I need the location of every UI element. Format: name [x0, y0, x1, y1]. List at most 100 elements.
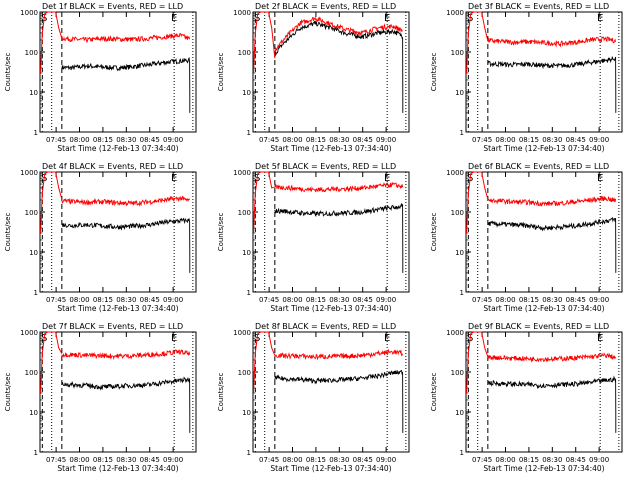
events-series-line [487, 375, 617, 433]
x-axis-label: Start Time (12-Feb-13 07:34:40) [270, 464, 391, 473]
lld-series-line [61, 33, 191, 44]
detector-panel-7: Det 7f BLACK = Events, RED = LLD 1 10 100 10… [4, 322, 197, 473]
y-tick-label: 1000 [20, 169, 38, 177]
y-axis-label: Counts/sec [4, 53, 12, 92]
end-marker-label: E [171, 13, 177, 24]
x-tick-label: 09:00 [163, 296, 183, 304]
plot-frame [252, 171, 410, 293]
x-tick-label: 08:45 [566, 296, 586, 304]
lld-series-line [487, 35, 617, 48]
detector-panel-2: Det 2f BLACK = Events, RED = LLD 1 10 100 10… [217, 2, 410, 153]
y-tick-label: 1 [460, 129, 464, 137]
lld-spike-line [252, 331, 276, 393]
plot-frame [39, 171, 197, 293]
y-tick-label: 1000 [446, 169, 464, 177]
x-tick-label: 07:45 [259, 136, 279, 144]
detector-panel-1: Det 1f BLACK = Events, RED = LLD 1 10 100 10… [4, 2, 197, 153]
x-tick-label: 08:00 [282, 136, 302, 144]
x-tick-label: 08:45 [140, 136, 160, 144]
x-axis-label: Start Time (12-Feb-13 07:34:40) [270, 144, 391, 153]
x-tick-label: 08:15 [519, 456, 539, 464]
x-tick-label: 09:00 [163, 136, 183, 144]
x-tick-label: 08:00 [69, 136, 89, 144]
x-tick-label: 09:00 [589, 136, 609, 144]
x-tick-label: 08:15 [306, 456, 326, 464]
y-tick-label: 10 [29, 89, 38, 97]
x-axis-label: Start Time (12-Feb-13 07:34:40) [57, 144, 178, 153]
y-tick-label: 10 [29, 249, 38, 257]
y-tick-label: 1000 [20, 329, 38, 337]
x-tick-label: 07:45 [46, 136, 66, 144]
x-tick-label: 08:00 [495, 296, 515, 304]
x-tick-label: 07:45 [472, 296, 492, 304]
y-tick-label: 1 [34, 449, 38, 457]
lld-series-line [487, 195, 617, 207]
y-tick-label: 1 [460, 289, 464, 297]
y-tick-label: 10 [455, 409, 464, 417]
y-tick-label: 100 [238, 209, 251, 217]
plot-frame [39, 331, 197, 453]
y-tick-label: 10 [242, 409, 251, 417]
detector-panel-5: Det 5f BLACK = Events, RED = LLD 1 10 100 10… [217, 162, 410, 313]
panel-title: Det 4f BLACK = Events, RED = LLD [42, 162, 183, 171]
panel-title: Det 1f BLACK = Events, RED = LLD [42, 2, 183, 11]
x-tick-label: 08:30 [542, 136, 562, 144]
x-tick-label: 09:00 [376, 296, 396, 304]
plot-frame [252, 11, 410, 133]
detector-panel-3: Det 3f BLACK = Events, RED = LLD 1 10 100 10… [430, 2, 623, 153]
x-axis-label: Start Time (12-Feb-13 07:34:40) [57, 464, 178, 473]
x-tick-label: 08:45 [566, 136, 586, 144]
y-tick-label: 100 [451, 49, 464, 57]
lld-spike-line [252, 11, 276, 73]
detector-panel-4: Det 4f BLACK = Events, RED = LLD 1 10 100 10… [4, 162, 197, 313]
events-series-line [274, 369, 404, 433]
y-tick-label: 1 [247, 449, 251, 457]
y-axis-label: Counts/sec [430, 373, 438, 412]
lld-series-line [274, 16, 403, 53]
y-tick-label: 100 [25, 49, 38, 57]
x-tick-label: 07:45 [46, 456, 66, 464]
x-tick-label: 08:45 [353, 136, 373, 144]
x-tick-label: 08:00 [69, 456, 89, 464]
x-tick-label: 08:00 [282, 456, 302, 464]
lld-series-line [61, 195, 190, 207]
x-tick-label: 08:30 [329, 456, 349, 464]
y-tick-label: 100 [451, 369, 464, 377]
x-tick-label: 09:00 [589, 456, 609, 464]
panel-title: Det 7f BLACK = Events, RED = LLD [42, 322, 183, 331]
y-tick-label: 1000 [233, 9, 251, 17]
x-axis-label: Start Time (12-Feb-13 07:34:40) [483, 144, 604, 153]
end-marker-label: E [384, 173, 390, 184]
x-tick-label: 08:30 [116, 296, 136, 304]
y-tick-label: 1000 [20, 9, 38, 17]
panel-title: Det 3f BLACK = Events, RED = LLD [468, 2, 609, 11]
x-tick-label: 08:15 [306, 136, 326, 144]
detector-panel-6: Det 6f BLACK = Events, RED = LLD 1 10 100 10… [430, 162, 623, 313]
x-tick-label: 09:00 [163, 456, 183, 464]
y-axis-label: Counts/sec [217, 213, 225, 252]
end-marker-label: E [171, 173, 177, 184]
x-axis-label: Start Time (12-Feb-13 07:34:40) [57, 304, 178, 313]
y-tick-label: 1000 [233, 329, 251, 337]
end-marker-label: E [384, 333, 390, 344]
lld-spike-line [465, 171, 489, 233]
lld-series-line [274, 348, 404, 361]
x-tick-label: 08:00 [495, 456, 515, 464]
y-tick-label: 100 [451, 209, 464, 217]
events-series-line [487, 56, 617, 113]
lld-spike-line [39, 331, 63, 393]
plot-frame [465, 331, 623, 453]
panel-title: Det 8f BLACK = Events, RED = LLD [255, 322, 396, 331]
x-tick-label: 08:15 [519, 296, 539, 304]
detector-panel-9: Det 9f BLACK = Events, RED = LLD 1 10 100 10… [430, 322, 623, 473]
plot-frame [39, 11, 197, 133]
x-tick-label: 08:00 [495, 136, 515, 144]
x-tick-label: 08:00 [282, 296, 302, 304]
x-tick-label: 08:45 [353, 456, 373, 464]
events-series-line [487, 216, 617, 273]
x-tick-label: 08:30 [329, 296, 349, 304]
x-tick-label: 08:45 [140, 296, 160, 304]
x-tick-label: 09:00 [376, 136, 396, 144]
lld-spike-line [465, 331, 489, 393]
